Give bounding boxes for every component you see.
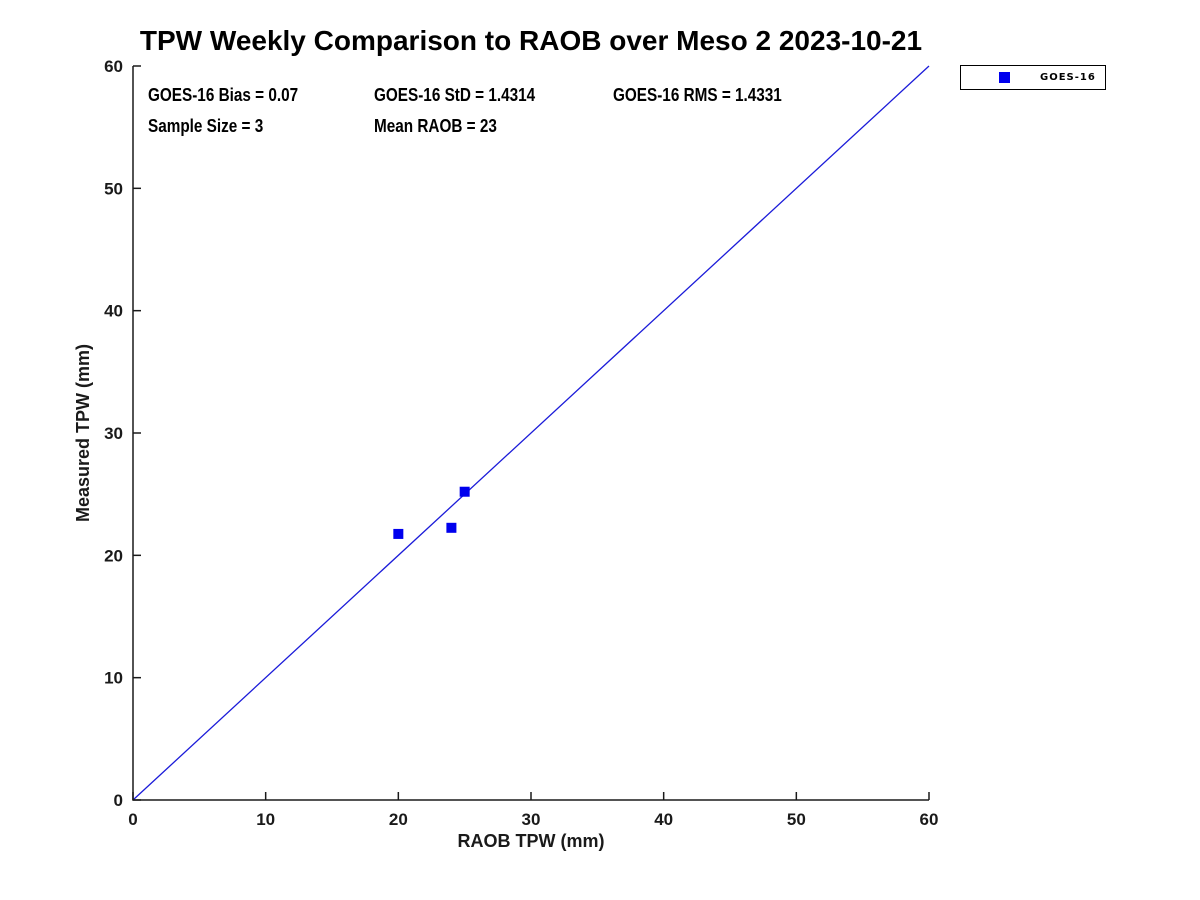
stat-bias: GOES-16 Bias = 0.07 (148, 85, 299, 105)
x-tick-label: 20 (389, 810, 408, 829)
identity-line (132, 65, 930, 801)
x-tick-label: 10 (256, 810, 275, 829)
legend-box: GOES-16 (960, 65, 1106, 90)
data-point (393, 528, 404, 539)
x-tick-label: 30 (522, 810, 541, 829)
y-tick-label: 60 (104, 57, 123, 76)
data-point (446, 522, 457, 533)
x-axis-label: RAOB TPW (mm) (457, 831, 605, 851)
stat-sample-size: Sample Size = 3 (148, 116, 264, 136)
legend-label: GOES-16 (1040, 72, 1096, 83)
y-tick-label: 30 (104, 424, 123, 443)
y-tick-label: 40 (104, 302, 123, 321)
y-tick-label: 50 (104, 179, 123, 198)
y-axis-label: Measured TPW (mm) (73, 343, 93, 523)
data-point (459, 486, 470, 497)
x-tick-label: 40 (654, 810, 673, 829)
chart-title: TPW Weekly Comparison to RAOB over Meso … (139, 25, 923, 56)
x-tick-label: 50 (787, 810, 806, 829)
x-tick-label: 0 (128, 810, 137, 829)
y-tick-label: 10 (104, 669, 123, 688)
x-tick-label: 60 (920, 810, 939, 829)
legend-marker-square-icon (999, 72, 1010, 83)
stat-std: GOES-16 StD = 1.4314 (374, 85, 536, 105)
stat-rms: GOES-16 RMS = 1.4331 (613, 85, 782, 105)
y-tick-label: 20 (104, 546, 123, 565)
y-tick-label: 0 (114, 791, 123, 810)
stat-mean-raob: Mean RAOB = 23 (374, 116, 497, 136)
